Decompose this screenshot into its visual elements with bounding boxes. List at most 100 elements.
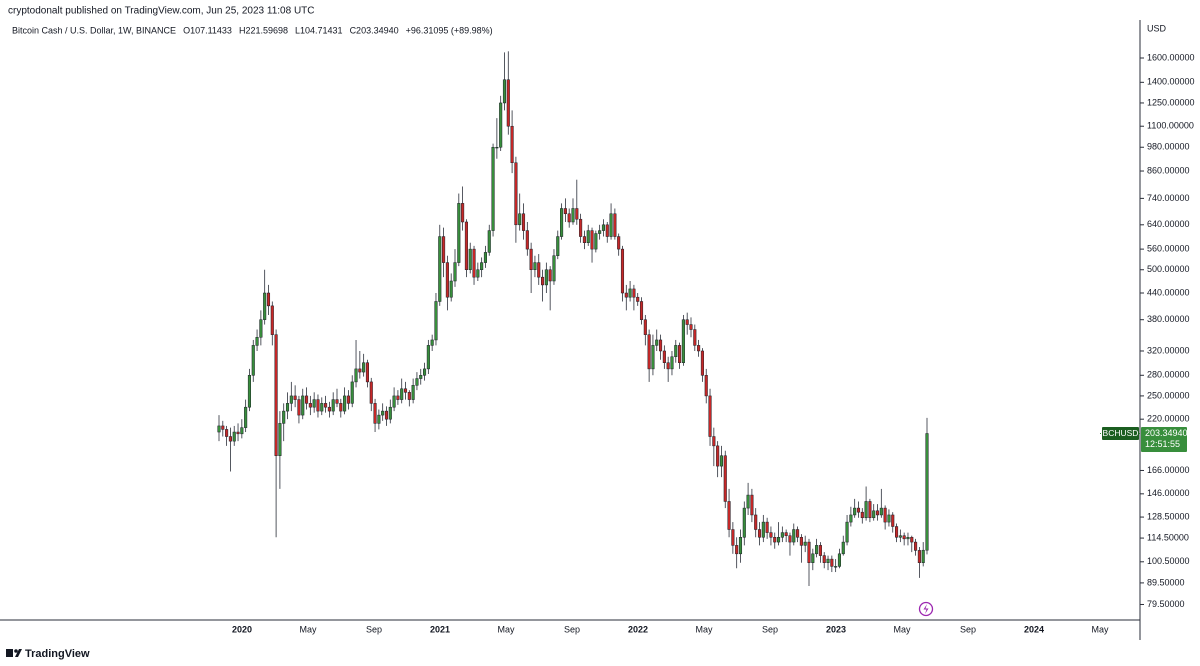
candle-body (480, 262, 484, 270)
candle-body (731, 529, 735, 546)
candle-body (853, 507, 857, 516)
candle-body (777, 537, 781, 543)
x-tick-label: Sep (366, 624, 382, 634)
y-tick-label: 89.50000 (1147, 577, 1185, 587)
candle-body (754, 514, 758, 530)
y-tick-label: 100.50000 (1147, 556, 1190, 566)
candle-body (841, 541, 845, 555)
candle-body (807, 541, 811, 563)
candle-body (834, 566, 838, 568)
candle-body (483, 252, 487, 263)
y-tick-label: 380.00000 (1147, 314, 1190, 324)
candle-body (327, 406, 331, 412)
candle-body (735, 545, 739, 555)
candle-body (822, 555, 826, 563)
y-tick-label: 560.00000 (1147, 243, 1190, 253)
candle-body (761, 521, 765, 538)
x-tick-label: May (1091, 624, 1109, 634)
y-tick-label: 250.00000 (1147, 390, 1190, 400)
x-tick-label: 2021 (430, 624, 450, 634)
candle-body (636, 296, 640, 302)
candle-body (769, 532, 773, 538)
candle-body (225, 429, 229, 437)
candle-body (784, 532, 788, 536)
candle-body (278, 423, 282, 456)
candle-body (377, 414, 381, 424)
candle-body (415, 378, 419, 386)
y-tick-label: 114.50000 (1147, 532, 1189, 542)
candle-body (506, 79, 510, 127)
y-tick-label: 166.00000 (1147, 465, 1190, 475)
y-tick-label: 980.00000 (1147, 142, 1190, 152)
candle-body (742, 507, 746, 538)
x-tick-label: 2023 (826, 624, 846, 634)
legend-close: C203.34940 (350, 25, 399, 35)
candle-body (887, 514, 891, 523)
candle-body (716, 445, 720, 467)
candle-body (780, 532, 784, 538)
event-icon[interactable] (918, 601, 934, 617)
candle-body (708, 395, 712, 437)
candle-body (373, 403, 377, 424)
legend-change: +96.31095 (+89.98%) (406, 25, 493, 35)
candle-body (297, 399, 301, 416)
candle-body (563, 208, 567, 215)
candle-body (426, 345, 430, 370)
candle-body (282, 410, 286, 424)
candle-body (815, 545, 819, 555)
candle-body (548, 269, 552, 282)
candle-body (308, 403, 312, 408)
candle-body (266, 292, 271, 307)
candle-body (354, 368, 358, 383)
x-tick-label: 2024 (1024, 624, 1044, 634)
candle-body (914, 541, 918, 551)
candle-body (487, 230, 491, 253)
candle-body (495, 146, 499, 149)
candle-body (738, 537, 743, 555)
candle-body (647, 334, 651, 370)
candle-body (320, 403, 324, 412)
candle-body (285, 403, 290, 412)
candle-body (533, 262, 537, 270)
candle-body (560, 208, 564, 237)
currency-label: USD (1147, 23, 1167, 33)
candle-body (651, 345, 655, 370)
candle-body (236, 431, 240, 435)
candle-body (910, 537, 914, 543)
y-tick-label: 440.00000 (1147, 287, 1190, 297)
candle-body (773, 537, 777, 543)
candle-body (541, 276, 545, 286)
candle-body (263, 292, 267, 320)
x-tick-label: May (497, 624, 515, 634)
candle-body (655, 339, 659, 346)
candle-body (704, 375, 708, 397)
x-tick-label: May (695, 624, 713, 634)
candle-body (525, 230, 529, 250)
symbol-box (1102, 427, 1139, 441)
candle-body (750, 494, 754, 516)
candle-body (826, 558, 830, 563)
candle-body (609, 213, 613, 237)
candle-body (757, 529, 762, 538)
candle-body (681, 319, 685, 363)
candle-body (639, 301, 644, 320)
candle-body (925, 433, 929, 551)
candle-body (255, 337, 259, 346)
footer-brand: TradingView (25, 648, 90, 660)
candle-body (582, 236, 586, 243)
candle-body (499, 102, 503, 148)
publish-header: cryptodonalt published on TradingView.co… (8, 6, 315, 17)
candle-body (693, 329, 697, 346)
candle-body (434, 301, 438, 341)
price-box (1141, 427, 1187, 453)
candle-body (464, 221, 468, 270)
candle-body (419, 375, 423, 379)
candle-body (849, 514, 853, 523)
candle-body (537, 262, 541, 278)
candle-body (339, 403, 343, 412)
candle-body (346, 395, 350, 404)
candle-body (388, 406, 392, 420)
